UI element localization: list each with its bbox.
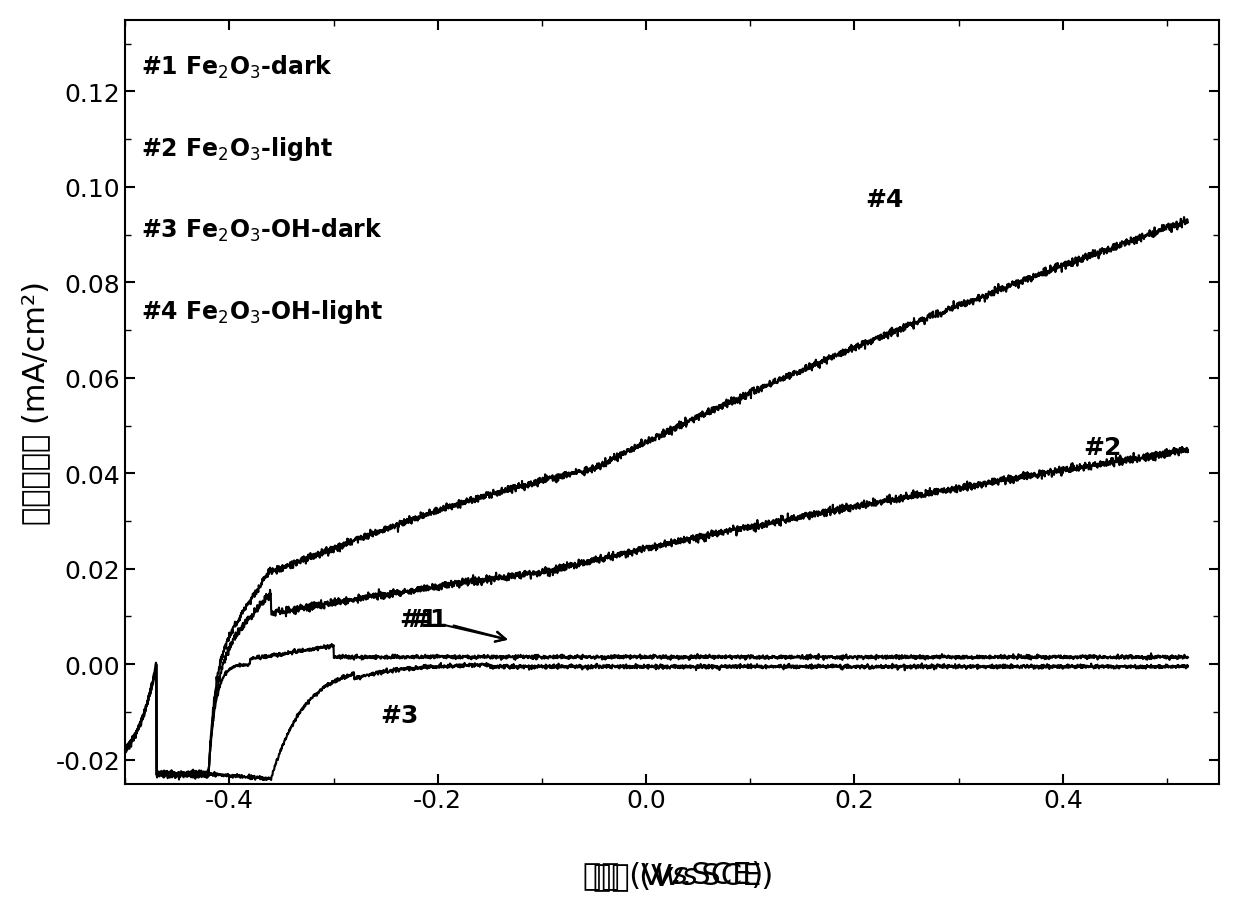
Text: vs: vs (655, 860, 689, 889)
Text: #3 Fe$_2$O$_3$-OH-dark: #3 Fe$_2$O$_3$-OH-dark (141, 217, 382, 244)
Text: . SCE): . SCE) (672, 860, 764, 889)
Text: 电位 (V: 电位 (V (583, 860, 672, 889)
Text: #1: #1 (409, 608, 506, 642)
Text: . SCE): . SCE) (682, 861, 774, 890)
Text: #4: #4 (866, 188, 903, 212)
Text: #1: #1 (399, 608, 506, 642)
Text: #3: #3 (381, 703, 419, 727)
Text: #1 Fe$_2$O$_3$-dark: #1 Fe$_2$O$_3$-dark (141, 54, 332, 81)
Text: #2: #2 (1084, 436, 1122, 460)
Text: #2 Fe$_2$O$_3$-light: #2 Fe$_2$O$_3$-light (141, 135, 332, 163)
Y-axis label: 光电流密度 (mA/cm²): 光电流密度 (mA/cm²) (21, 281, 50, 524)
Text: 电位 (V: 电位 (V (593, 861, 682, 890)
Text: vs: vs (665, 861, 699, 890)
Text: #4 Fe$_2$O$_3$-OH-light: #4 Fe$_2$O$_3$-OH-light (141, 297, 382, 325)
